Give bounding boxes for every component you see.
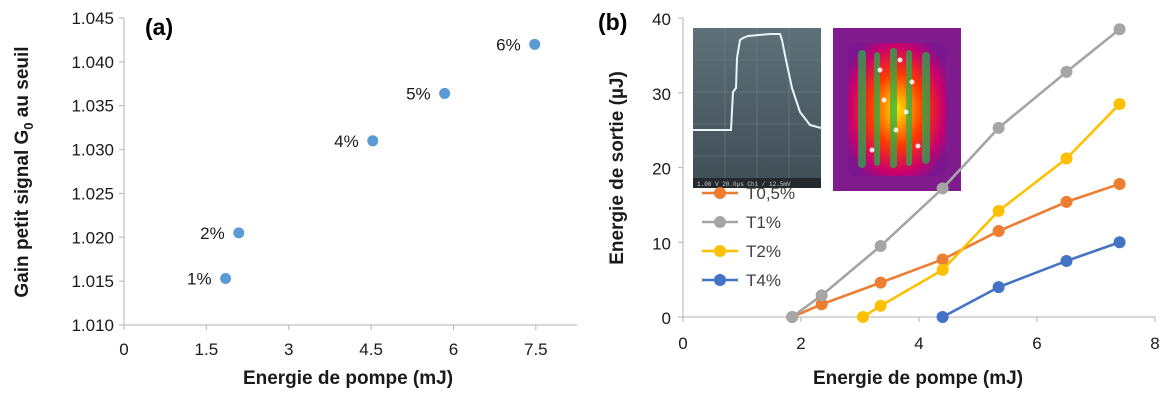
data-point-T4% bbox=[936, 311, 949, 323]
y-tick-label-a: 1.030 bbox=[71, 141, 114, 160]
data-point-T1% bbox=[936, 182, 949, 195]
x-tick-label-b: 6 bbox=[1032, 334, 1041, 353]
y-tick-label-a: 1.035 bbox=[71, 97, 114, 116]
data-label-a: 2% bbox=[200, 224, 225, 243]
legend-entry: T1% bbox=[746, 213, 781, 232]
data-point-T0,5% bbox=[874, 276, 887, 289]
data-point-T2% bbox=[936, 263, 949, 276]
data-point-a bbox=[367, 135, 379, 147]
x-tick-label-b: 4 bbox=[914, 334, 923, 353]
data-point-T0,5% bbox=[1060, 195, 1073, 208]
y-tick-label-a: 1.040 bbox=[71, 53, 114, 72]
y-tick-label-a: 1.020 bbox=[71, 228, 114, 247]
y-tick-label-b: 0 bbox=[662, 309, 671, 328]
data-point-T1% bbox=[786, 311, 799, 323]
x-tick-label-a: 3 bbox=[284, 340, 293, 359]
data-point-T4% bbox=[1060, 254, 1073, 267]
y-tick-label-b: 40 bbox=[652, 10, 671, 29]
x-axis-title-b: Energie de pompe (mJ) bbox=[813, 368, 1023, 389]
data-point-T1% bbox=[874, 239, 887, 252]
legend-marker bbox=[714, 187, 726, 199]
y-tick-label-a: 1.015 bbox=[71, 272, 114, 291]
y-tick-label-b: 10 bbox=[652, 234, 671, 253]
legend-entry: T0,5% bbox=[746, 184, 795, 203]
data-label-a: 1% bbox=[187, 270, 212, 289]
data-point-a bbox=[439, 87, 451, 99]
chart-a: 1.010 1.015 1.020 1.025 1.030 1.035 1.040 1.045… bbox=[12, 9, 577, 389]
x-tick-label-a: 6 bbox=[449, 340, 458, 359]
data-point-T1% bbox=[1113, 23, 1126, 36]
data-point-T2% bbox=[874, 299, 887, 312]
y-tick-label-b: 20 bbox=[652, 160, 671, 179]
x-axis-title-a: Energie de pompe (mJ) bbox=[243, 368, 453, 389]
data-point-T0,5% bbox=[992, 225, 1005, 238]
legend-entry: T4% bbox=[746, 271, 781, 290]
data-point-T2% bbox=[992, 204, 1005, 217]
beam-profile-inset bbox=[833, 28, 961, 191]
data-point-T2% bbox=[1060, 152, 1073, 165]
x-tick-label-b: 0 bbox=[678, 334, 687, 353]
data-point-a bbox=[529, 38, 541, 50]
data-point-T2% bbox=[856, 311, 869, 323]
data-point-T0,5% bbox=[815, 298, 828, 311]
x-tick-label-b: 8 bbox=[1150, 334, 1159, 353]
x-tick-label-b: 2 bbox=[796, 334, 805, 353]
y-tick-label-a: 1.010 bbox=[71, 316, 114, 335]
chart-b: 0 10 20 30 40 0 2 4 6 8 1.00 V 20.0µs Ch1 / 12.5… bbox=[598, 9, 1160, 389]
legend-marker bbox=[714, 274, 726, 286]
data-point-T1% bbox=[1060, 65, 1073, 78]
oscilloscope-readout: 1.00 V 20.0µs Ch1 / 12.5mV bbox=[697, 181, 791, 188]
data-label-a: 5% bbox=[406, 84, 431, 103]
x-tick-label-a: 7.5 bbox=[524, 340, 548, 359]
panel-label-b: (b) bbox=[598, 9, 627, 35]
data-point-T1% bbox=[992, 121, 1005, 134]
data-point-T1% bbox=[815, 289, 828, 302]
panel-label-a: (a) bbox=[145, 14, 173, 40]
series-line-T4% bbox=[941, 241, 1121, 319]
y-axis-title-a: Gain petit signal G0 au seuil bbox=[12, 46, 36, 297]
x-tick-label-a: 1.5 bbox=[195, 340, 219, 359]
data-point-T0,5% bbox=[1113, 177, 1126, 190]
data-label-a: 6% bbox=[496, 35, 521, 54]
y-axis-title-b: Energie de sortie (µJ) bbox=[607, 71, 628, 265]
y-tick-label-a: 1.045 bbox=[71, 9, 114, 28]
data-point-T2% bbox=[1113, 97, 1126, 110]
x-tick-label-a: 0 bbox=[119, 340, 128, 359]
data-point-T4% bbox=[1113, 236, 1126, 249]
y-tick-label-a: 1.025 bbox=[71, 184, 114, 203]
legend-entry: T2% bbox=[746, 242, 781, 261]
data-label-a: 4% bbox=[334, 132, 359, 151]
y-tick-label-b: 30 bbox=[652, 85, 671, 104]
data-point-a bbox=[233, 227, 245, 239]
data-point-a bbox=[220, 273, 232, 285]
legend-marker bbox=[714, 245, 726, 257]
x-tick-label-a: 4.5 bbox=[359, 340, 383, 359]
data-point-T4% bbox=[992, 281, 1005, 294]
oscilloscope-inset: 1.00 V 20.0µs Ch1 / 12.5mV bbox=[693, 28, 822, 188]
data-point-T0,5% bbox=[936, 253, 949, 266]
legend-marker bbox=[714, 216, 726, 228]
